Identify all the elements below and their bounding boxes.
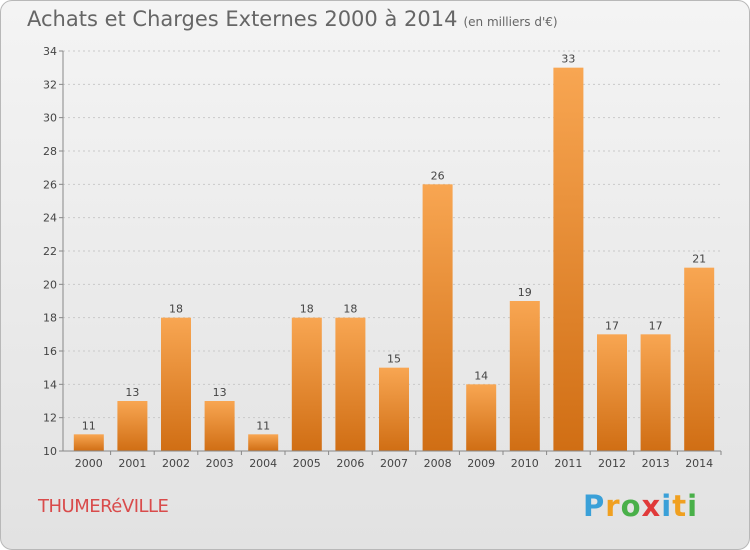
logo-letter: P	[583, 489, 606, 523]
bar-value-label: 13	[213, 386, 227, 399]
bar-value-label: 13	[125, 386, 139, 399]
bar	[379, 367, 409, 451]
chart-title-text: Achats et Charges Externes 2000 à 2014	[27, 7, 458, 31]
y-tick-label: 28	[43, 145, 57, 158]
chart-title: Achats et Charges Externes 2000 à 2014 (e…	[27, 7, 558, 31]
bar	[640, 334, 671, 451]
x-tick-label: 2012	[598, 457, 626, 470]
logo-letter: x	[641, 489, 662, 523]
x-tick-label: 2014	[685, 457, 713, 470]
x-axis: 2000 2001 2002 2003 2004 2005 2006 2007 2008 2009…	[63, 450, 722, 470]
bar	[117, 401, 148, 451]
x-tick-label: 2001	[118, 457, 146, 470]
bar-value-label: 18	[300, 303, 314, 316]
bar	[204, 401, 235, 451]
bar	[553, 67, 584, 452]
commune-name: THUMERéVILLE	[38, 496, 169, 517]
bar-value-label: 19	[518, 286, 532, 299]
x-tick-label: 2010	[511, 457, 539, 470]
x-tick-label: 2000	[75, 457, 103, 470]
x-tick-label: 2004	[249, 457, 277, 470]
x-tick-label: 2002	[162, 457, 190, 470]
y-tick-label: 24	[43, 212, 57, 225]
logo-letter: r	[605, 489, 621, 523]
bar-value-label: 21	[692, 253, 706, 266]
bar-value-label: 14	[474, 369, 488, 382]
bar-value-label: 33	[561, 53, 575, 66]
y-tick-label: 12	[43, 412, 57, 425]
chart-unit: (en milliers d'€)	[463, 15, 558, 29]
x-tick-label: 2005	[293, 457, 321, 470]
y-tick-label: 32	[43, 78, 57, 91]
y-tick-label: 30	[43, 112, 57, 125]
bar	[73, 434, 104, 451]
y-tick-label: 10	[43, 445, 57, 458]
bar	[161, 317, 191, 451]
x-tick-label: 2008	[424, 457, 452, 470]
x-tick-label: 2013	[642, 457, 670, 470]
proxiti-logo: Proxiti	[583, 489, 698, 523]
y-tick-label: 14	[43, 378, 57, 391]
y-tick-label: 18	[43, 312, 57, 325]
bar-value-label: 17	[605, 319, 619, 332]
logo-letter: o	[620, 489, 642, 523]
x-tick-label: 2007	[380, 457, 408, 470]
bar	[335, 317, 366, 451]
y-tick-label: 16	[43, 345, 57, 358]
y-axis: 10 12 14 16 18 20 22 24 26 28 30 32 34	[43, 45, 64, 458]
logo-letter: i	[661, 489, 673, 523]
bar-value-label: 17	[649, 319, 663, 332]
x-tick-label: 2009	[467, 457, 495, 470]
bar	[248, 434, 279, 451]
bar	[684, 267, 715, 451]
bar-value-label: 18	[169, 303, 183, 316]
bar	[597, 334, 627, 451]
bars: 11 13 18 13 11 18 18 15 26 14 19 33 17 17 21	[73, 53, 715, 452]
bar	[466, 384, 497, 451]
x-tick-label: 2006	[336, 457, 364, 470]
bar-value-label: 18	[343, 303, 357, 316]
y-tick-label: 20	[43, 278, 57, 291]
y-tick-label: 26	[43, 178, 57, 191]
x-tick-label: 2011	[554, 457, 582, 470]
bar	[509, 301, 540, 451]
bar-value-label: 15	[387, 353, 401, 366]
bar-value-label: 26	[431, 169, 445, 182]
y-tick-label: 22	[43, 245, 57, 258]
bar-value-label: 11	[256, 419, 270, 432]
y-tick-label: 34	[43, 45, 57, 58]
logo-letter: i	[687, 489, 699, 523]
logo-letter: t	[672, 489, 688, 523]
x-tick-label: 2003	[206, 457, 234, 470]
bar	[422, 184, 453, 452]
bar-value-label: 11	[82, 419, 96, 432]
bar	[291, 317, 322, 451]
